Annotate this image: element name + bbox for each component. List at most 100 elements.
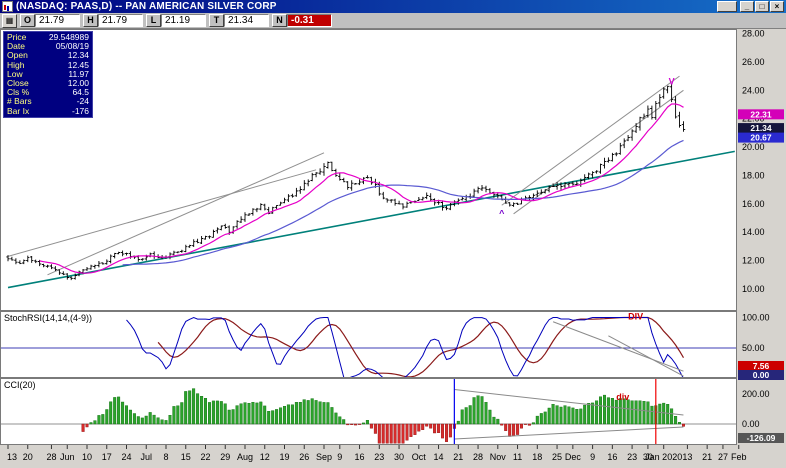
date-label: 17	[102, 452, 112, 462]
date-label: 11	[513, 452, 522, 462]
dw-close-value: 12.00	[67, 78, 89, 89]
data-window-row: # Bars -24	[4, 97, 92, 106]
date-label: 25	[552, 452, 562, 462]
cci-bar	[559, 406, 563, 425]
quote-net-label[interactable]: N	[272, 14, 287, 27]
dw-clspct-label: Cls %	[7, 87, 30, 98]
cci-bar	[547, 407, 551, 425]
quote-high-label[interactable]: H	[83, 14, 98, 27]
title-bar[interactable]: (NASDAQ: PAAS,D) -- PAN AMERICAN SILVER …	[0, 0, 786, 13]
cci-bar	[524, 423, 528, 425]
cci-bar	[362, 422, 366, 425]
close-button[interactable]: ×	[770, 1, 784, 12]
cci-bar	[472, 397, 476, 425]
quote-bar: ▦ O 21.79 H 21.79 L 21.19 T 21.34 N -0.3…	[0, 13, 786, 29]
price-badge-0-bg	[738, 109, 784, 120]
cci-bar	[160, 419, 164, 425]
maximize-button[interactable]: □	[755, 1, 769, 12]
cci-bar	[543, 411, 547, 425]
quote-open-label[interactable]: O	[20, 14, 35, 27]
chart-background	[0, 29, 786, 468]
titlebar-handle[interactable]	[717, 1, 737, 12]
cci-bar	[168, 415, 172, 425]
dw-date-label: Date	[7, 41, 25, 52]
cci-axis-tick: 200.00	[742, 389, 770, 399]
cci-bar	[373, 423, 377, 434]
cci-bar	[583, 404, 587, 425]
data-window-row: Open 12.34	[4, 51, 92, 60]
date-label: 9	[590, 452, 595, 462]
cci-bar	[527, 423, 531, 426]
cci-bar	[239, 403, 243, 425]
date-label: Jun	[60, 452, 75, 462]
cci-bar	[358, 423, 362, 425]
cci-bar	[196, 393, 200, 425]
cci-bar	[579, 408, 583, 425]
cci-bar	[298, 402, 302, 425]
cci-bar	[508, 423, 512, 437]
cci-bar	[626, 399, 630, 425]
quote-high-value: 21.79	[98, 14, 143, 27]
date-label: Sep	[316, 452, 332, 462]
cci-axis-tick: 0.00	[742, 419, 760, 429]
date-label: 29	[220, 452, 230, 462]
cci-bar	[381, 423, 385, 444]
cci-bar	[144, 415, 148, 425]
cci-bar	[176, 405, 180, 425]
price-axis-tick: 16.00	[742, 199, 765, 209]
cci-bar	[389, 423, 393, 444]
cci-bar	[243, 402, 247, 425]
cci-bar	[421, 423, 425, 431]
date-label: 12	[260, 452, 270, 462]
date-label: Jul	[140, 452, 152, 462]
minimize-button[interactable]: _	[740, 1, 754, 12]
stoch-panel-frame	[0, 311, 737, 378]
axis-column	[737, 29, 786, 468]
stoch-d-line	[157, 316, 685, 378]
price-axis-tick: 28.00	[742, 29, 765, 39]
date-label: 21	[453, 452, 463, 462]
date-label: Dec	[565, 452, 582, 462]
cci-bar	[81, 423, 85, 432]
quote-last-label[interactable]: T	[209, 14, 224, 27]
cci-bar	[618, 398, 622, 425]
cci-bar	[180, 402, 184, 425]
cci-bar	[571, 407, 575, 425]
dw-high-label: High	[7, 59, 25, 70]
cci-bar	[275, 409, 279, 425]
price-axis-tick: 18.00	[742, 170, 765, 180]
data-window-row: Close 12.00	[4, 78, 92, 89]
cci-bar	[255, 402, 259, 425]
cci-bar	[365, 420, 369, 425]
cci-bar	[674, 416, 678, 425]
cci-bar	[89, 422, 93, 425]
price-axis-tick: 12.00	[742, 256, 765, 266]
cci-bar	[172, 406, 176, 425]
cci-bar	[247, 403, 251, 425]
cci-bar	[666, 404, 670, 425]
quote-low-label[interactable]: L	[146, 14, 161, 27]
chart-area[interactable]: 28.0026.0024.0022.0020.0018.0016.0014.00…	[0, 29, 786, 468]
cci-div-line-1	[454, 426, 684, 440]
dw-bars-value: -24	[76, 96, 89, 107]
cci-bar	[460, 409, 464, 425]
cci-bar	[563, 405, 567, 425]
cci-bar	[302, 399, 306, 425]
cci-bar	[113, 397, 117, 425]
cci-div-label: div	[616, 392, 629, 402]
price-badge-2: 20.67	[750, 133, 772, 143]
cci-bar	[192, 388, 196, 425]
dw-high-value: 12.45	[67, 59, 89, 70]
cci-bar	[535, 415, 539, 425]
dw-low-label: Low	[7, 68, 23, 79]
cci-bar	[227, 409, 231, 425]
date-label: 26	[299, 452, 309, 462]
date-label: 13	[682, 452, 692, 462]
cci-bar	[575, 409, 579, 425]
cci-bar	[310, 398, 314, 425]
grid-icon[interactable]: ▦	[2, 13, 17, 28]
chart-canvas[interactable]: 28.0026.0024.0022.0020.0018.0016.0014.00…	[0, 29, 786, 468]
cci-bar	[630, 400, 634, 425]
cci-bar	[638, 400, 642, 425]
quote-last-value: 21.34	[224, 14, 269, 27]
